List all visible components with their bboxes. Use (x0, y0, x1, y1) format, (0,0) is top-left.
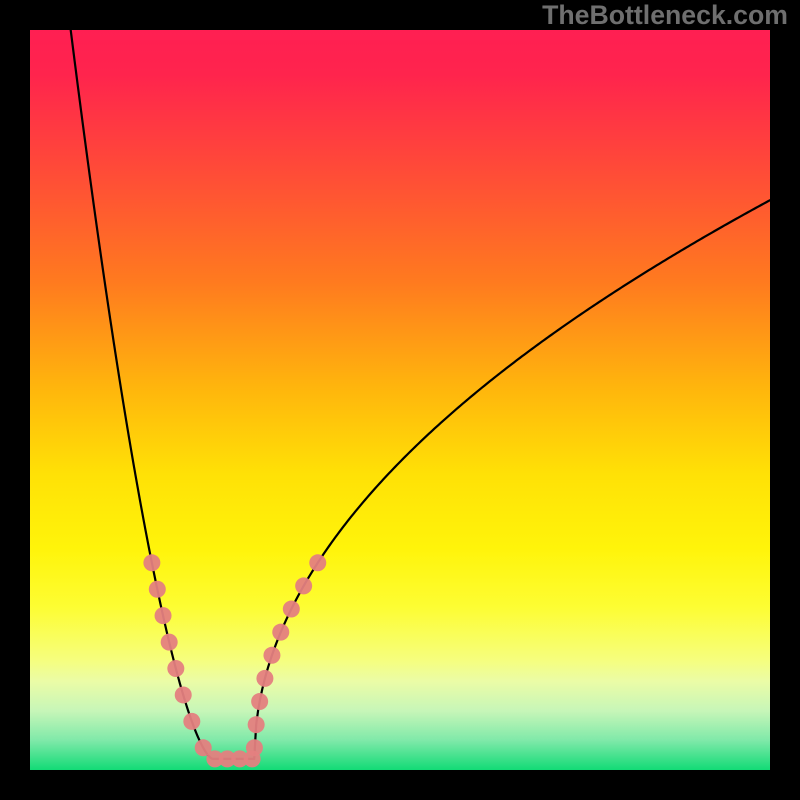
curve-marker (263, 647, 280, 664)
curve-marker (155, 607, 172, 624)
curve-marker (183, 713, 200, 730)
curve-marker (272, 624, 289, 641)
curve-marker (283, 601, 300, 618)
curve-marker (175, 686, 192, 703)
curve-marker (256, 670, 273, 687)
stage: TheBottleneck.com (0, 0, 800, 800)
curve-marker (309, 554, 326, 571)
curve-marker (161, 634, 178, 651)
curve-marker (149, 581, 166, 598)
bottleneck-chart (0, 0, 800, 800)
watermark-text: TheBottleneck.com (542, 0, 788, 31)
curve-marker (248, 716, 265, 733)
curve-marker (143, 554, 160, 571)
curve-marker (244, 750, 261, 767)
curve-marker (295, 577, 312, 594)
gradient-plot-area (30, 30, 770, 770)
curve-marker (167, 660, 184, 677)
curve-marker (251, 693, 268, 710)
